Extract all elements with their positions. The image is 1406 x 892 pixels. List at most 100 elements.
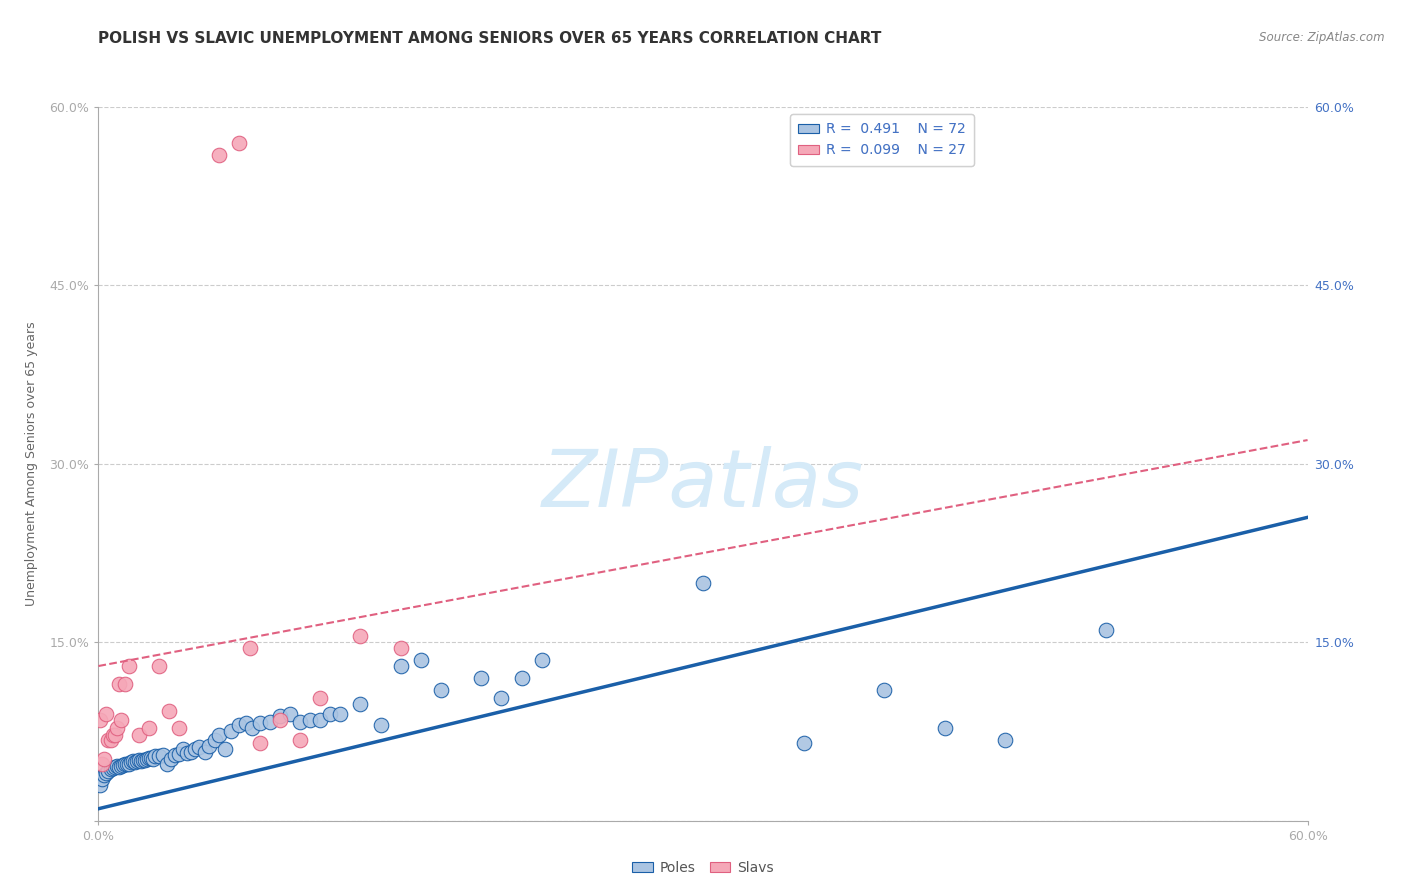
Point [120,756,142,770]
Point [228,136,250,150]
Point [129,754,152,768]
Point [793,736,815,750]
Point [470,671,492,685]
Point [319,706,342,721]
Point [135,752,157,766]
Point [239,641,262,656]
Point [114,756,136,771]
Point [115,756,138,771]
Point [214,742,236,756]
Point [125,754,148,768]
Point [107,677,129,691]
Point [101,761,124,775]
Point [235,716,257,731]
Point [299,713,322,727]
Point [240,721,263,735]
Point [249,736,271,750]
Point [349,629,371,643]
Point [167,747,190,761]
Point [389,641,412,656]
Point [148,659,170,673]
Point [430,682,453,697]
Point [110,713,132,727]
Point [105,759,128,773]
Point [139,750,162,764]
Point [184,742,207,756]
Point [873,682,896,697]
Point [107,760,129,774]
Point [167,721,190,735]
Point [228,718,250,732]
Point [103,728,125,742]
Point [692,575,714,590]
Point [194,745,217,759]
Text: POLISH VS SLAVIC UNEMPLOYMENT AMONG SENIORS OVER 65 YEARS CORRELATION CHART: POLISH VS SLAVIC UNEMPLOYMENT AMONG SENI… [98,31,882,46]
Point [118,756,141,771]
Point [370,718,392,732]
Point [278,706,301,721]
Point [309,691,332,706]
Legend: R =  0.491    N = 72, R =  0.099    N = 27: R = 0.491 N = 72, R = 0.099 N = 27 [790,114,974,166]
Point [180,745,202,759]
Point [118,659,141,673]
Point [93,768,115,782]
Point [409,653,432,667]
Point [143,749,166,764]
Point [530,653,553,667]
Point [188,739,211,754]
Point [1095,624,1118,638]
Point [138,721,160,735]
Point [97,764,120,778]
Point [91,772,114,786]
Legend: Poles, Slavs: Poles, Slavs [627,855,779,880]
Point [157,704,180,718]
Point [259,714,281,729]
Point [176,746,198,760]
Point [148,749,170,764]
Point [994,732,1017,747]
Point [249,716,271,731]
Point [142,752,165,766]
Point [510,671,533,685]
Point [128,728,150,742]
Point [204,732,226,747]
Point [101,728,124,742]
Point [111,757,134,772]
Y-axis label: Unemployment Among Seniors over 65 years: Unemployment Among Seniors over 65 years [25,321,38,607]
Point [89,778,111,792]
Point [269,713,291,727]
Point [100,732,122,747]
Point [128,753,150,767]
Point [934,721,956,735]
Point [491,691,513,706]
Point [121,754,143,768]
Point [105,721,128,735]
Point [124,756,146,770]
Point [221,724,243,739]
Point [96,706,118,721]
Point [349,697,371,711]
Point [110,759,132,773]
Point [198,739,221,753]
Point [309,713,332,727]
Point [152,748,174,763]
Point [103,760,125,774]
Point [160,752,183,766]
Point [138,750,160,764]
Point [114,677,136,691]
Text: Source: ZipAtlas.com: Source: ZipAtlas.com [1260,31,1385,45]
Point [208,728,231,742]
Point [91,756,114,771]
Point [288,714,311,729]
Point [288,732,311,747]
Point [89,713,111,727]
Point [134,753,156,767]
Point [208,147,231,161]
Point [100,763,122,777]
Point [156,756,179,771]
Point [96,766,118,780]
Point [389,659,412,673]
Point [93,752,115,766]
Point [269,709,291,723]
Point [163,748,186,763]
